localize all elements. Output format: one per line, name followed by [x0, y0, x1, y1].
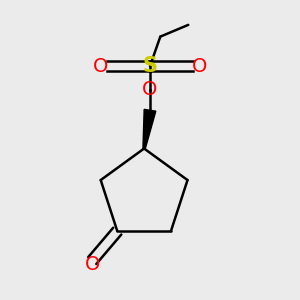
Polygon shape	[143, 110, 156, 149]
Text: O: O	[93, 57, 109, 76]
Text: O: O	[142, 80, 158, 99]
Text: O: O	[85, 256, 100, 274]
Text: S: S	[142, 56, 158, 76]
Text: O: O	[191, 57, 207, 76]
